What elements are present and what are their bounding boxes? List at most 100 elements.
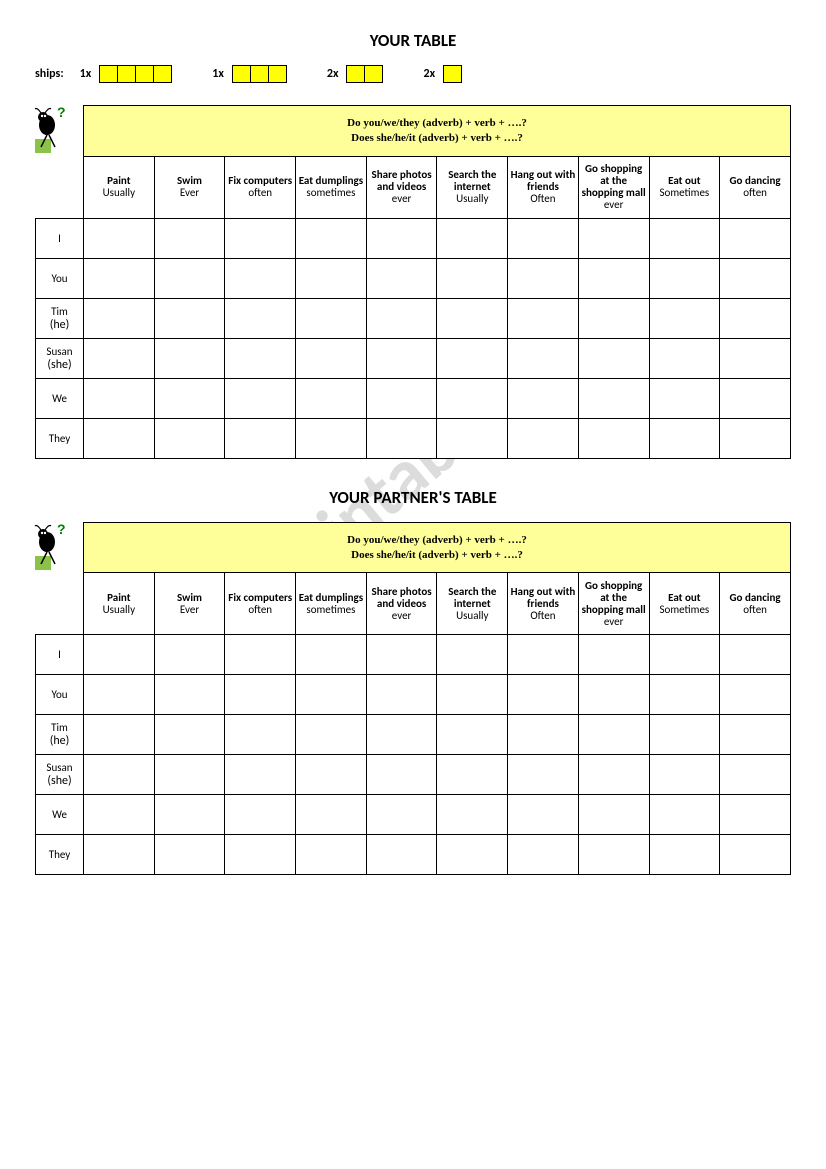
grid-cell[interactable]	[296, 418, 367, 458]
grid-cell[interactable]	[225, 795, 296, 835]
grid-cell[interactable]	[578, 755, 649, 795]
grid-cell[interactable]	[578, 298, 649, 338]
grid-cell[interactable]	[84, 835, 155, 875]
grid-cell[interactable]	[649, 635, 720, 675]
grid-cell[interactable]	[437, 835, 508, 875]
grid-cell[interactable]	[437, 715, 508, 755]
grid-cell[interactable]	[578, 635, 649, 675]
grid-cell[interactable]	[720, 715, 791, 755]
grid-cell[interactable]	[154, 338, 225, 378]
grid-cell[interactable]	[437, 338, 508, 378]
grid-cell[interactable]	[225, 338, 296, 378]
grid-cell[interactable]	[296, 675, 367, 715]
grid-cell[interactable]	[578, 835, 649, 875]
grid-cell[interactable]	[154, 755, 225, 795]
grid-cell[interactable]	[508, 378, 579, 418]
grid-cell[interactable]	[508, 835, 579, 875]
grid-cell[interactable]	[296, 338, 367, 378]
grid-cell[interactable]	[720, 755, 791, 795]
grid-cell[interactable]	[720, 218, 791, 258]
grid-cell[interactable]	[649, 218, 720, 258]
grid-cell[interactable]	[649, 675, 720, 715]
grid-cell[interactable]	[225, 835, 296, 875]
grid-cell[interactable]	[720, 635, 791, 675]
grid-cell[interactable]	[84, 298, 155, 338]
grid-cell[interactable]	[437, 378, 508, 418]
grid-cell[interactable]	[84, 258, 155, 298]
grid-cell[interactable]	[649, 378, 720, 418]
grid-cell[interactable]	[154, 298, 225, 338]
grid-cell[interactable]	[225, 418, 296, 458]
grid-cell[interactable]	[578, 338, 649, 378]
grid-cell[interactable]	[84, 715, 155, 755]
grid-cell[interactable]	[366, 715, 437, 755]
grid-cell[interactable]	[366, 378, 437, 418]
grid-cell[interactable]	[508, 298, 579, 338]
grid-cell[interactable]	[154, 378, 225, 418]
grid-cell[interactable]	[508, 795, 579, 835]
grid-cell[interactable]	[296, 795, 367, 835]
grid-cell[interactable]	[720, 258, 791, 298]
grid-cell[interactable]	[84, 418, 155, 458]
grid-cell[interactable]	[649, 298, 720, 338]
grid-cell[interactable]	[437, 218, 508, 258]
grid-cell[interactable]	[225, 755, 296, 795]
grid-cell[interactable]	[366, 418, 437, 458]
grid-cell[interactable]	[578, 258, 649, 298]
grid-cell[interactable]	[508, 755, 579, 795]
grid-cell[interactable]	[437, 635, 508, 675]
grid-cell[interactable]	[508, 675, 579, 715]
grid-cell[interactable]	[84, 635, 155, 675]
grid-cell[interactable]	[366, 218, 437, 258]
grid-cell[interactable]	[84, 338, 155, 378]
grid-cell[interactable]	[154, 795, 225, 835]
grid-cell[interactable]	[508, 258, 579, 298]
grid-cell[interactable]	[649, 258, 720, 298]
grid-cell[interactable]	[578, 418, 649, 458]
grid-cell[interactable]	[437, 258, 508, 298]
grid-cell[interactable]	[649, 835, 720, 875]
grid-cell[interactable]	[84, 378, 155, 418]
grid-cell[interactable]	[508, 338, 579, 378]
grid-cell[interactable]	[649, 715, 720, 755]
grid-cell[interactable]	[296, 218, 367, 258]
grid-cell[interactable]	[225, 715, 296, 755]
grid-cell[interactable]	[366, 835, 437, 875]
grid-cell[interactable]	[154, 418, 225, 458]
grid-cell[interactable]	[154, 715, 225, 755]
grid-cell[interactable]	[649, 418, 720, 458]
grid-cell[interactable]	[225, 635, 296, 675]
grid-cell[interactable]	[437, 795, 508, 835]
grid-cell[interactable]	[578, 378, 649, 418]
grid-cell[interactable]	[366, 258, 437, 298]
grid-cell[interactable]	[154, 635, 225, 675]
grid-cell[interactable]	[366, 635, 437, 675]
grid-cell[interactable]	[225, 218, 296, 258]
grid-cell[interactable]	[296, 298, 367, 338]
grid-cell[interactable]	[437, 298, 508, 338]
grid-cell[interactable]	[154, 218, 225, 258]
grid-cell[interactable]	[508, 418, 579, 458]
grid-cell[interactable]	[296, 258, 367, 298]
grid-cell[interactable]	[154, 835, 225, 875]
grid-cell[interactable]	[578, 218, 649, 258]
grid-cell[interactable]	[296, 715, 367, 755]
grid-cell[interactable]	[720, 298, 791, 338]
grid-cell[interactable]	[225, 378, 296, 418]
grid-cell[interactable]	[296, 835, 367, 875]
grid-cell[interactable]	[720, 795, 791, 835]
grid-cell[interactable]	[720, 675, 791, 715]
grid-cell[interactable]	[437, 418, 508, 458]
grid-cell[interactable]	[508, 218, 579, 258]
grid-cell[interactable]	[437, 675, 508, 715]
grid-cell[interactable]	[366, 675, 437, 715]
grid-cell[interactable]	[154, 258, 225, 298]
grid-cell[interactable]	[296, 378, 367, 418]
grid-cell[interactable]	[225, 298, 296, 338]
grid-cell[interactable]	[225, 258, 296, 298]
grid-cell[interactable]	[720, 835, 791, 875]
grid-cell[interactable]	[366, 795, 437, 835]
grid-cell[interactable]	[154, 675, 225, 715]
grid-cell[interactable]	[366, 298, 437, 338]
grid-cell[interactable]	[366, 338, 437, 378]
